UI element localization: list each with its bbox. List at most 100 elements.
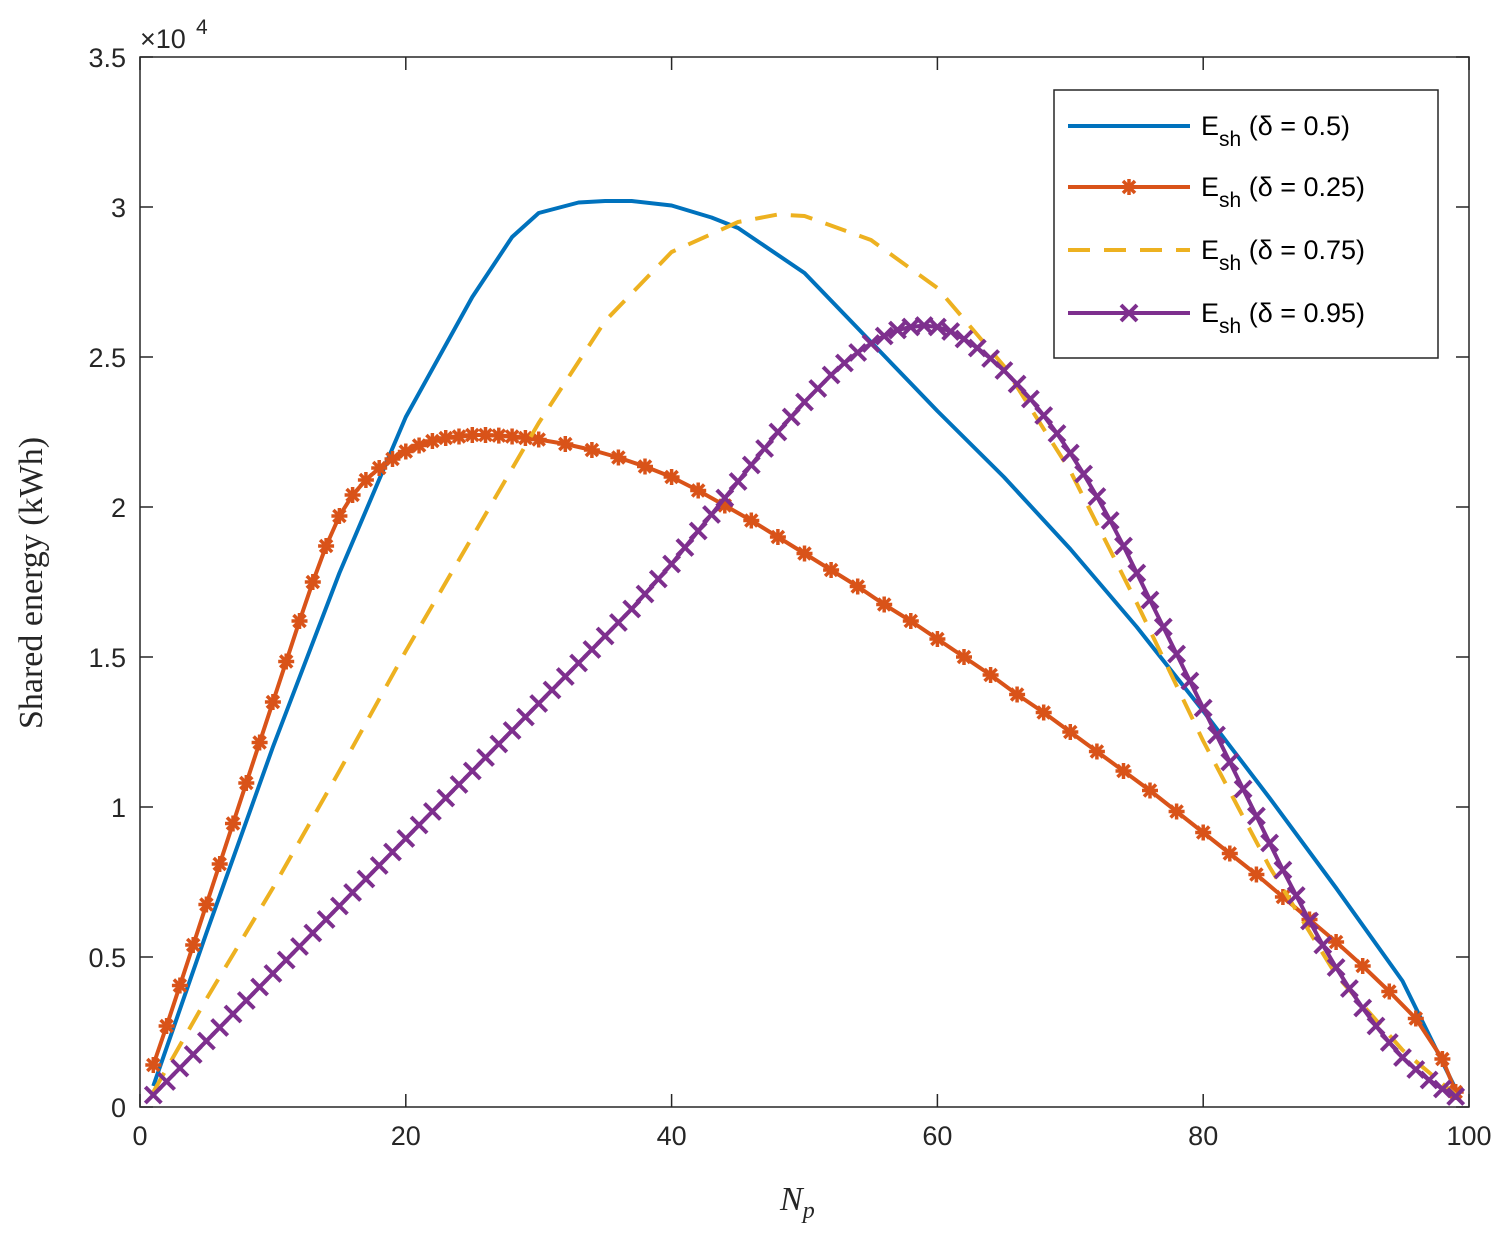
marker-stroke <box>329 896 349 916</box>
marker-stroke <box>358 472 374 488</box>
series-1-point-10 <box>278 653 295 670</box>
series-3-point-12 <box>303 923 323 943</box>
marker-stroke <box>385 451 400 467</box>
marker-stroke <box>874 326 894 346</box>
marker-stroke <box>637 459 653 474</box>
legend-label-rest: (δ = 0.75) <box>1241 235 1365 265</box>
marker-stroke <box>1300 911 1319 931</box>
series-3-point-54 <box>861 334 881 353</box>
series-3-point-87 <box>1300 911 1319 931</box>
legend-label-sub: sh <box>1219 128 1241 151</box>
legend-label-main: E <box>1201 235 1219 265</box>
marker-stroke <box>770 529 786 545</box>
x-axis-title-main: N <box>779 1181 805 1218</box>
marker-stroke <box>715 488 735 508</box>
marker-stroke <box>1116 763 1131 779</box>
marker-stroke <box>371 460 387 476</box>
marker-stroke <box>529 694 549 713</box>
series-3-point-4 <box>196 1031 216 1051</box>
marker-stroke <box>622 599 642 619</box>
series-3-point-90 <box>1339 979 1359 998</box>
series-1-point-19 <box>397 443 414 460</box>
series-1-point-37 <box>743 512 760 529</box>
series-3-point-47 <box>768 422 788 442</box>
marker-stroke <box>1313 935 1333 955</box>
marker-stroke <box>1074 464 1094 484</box>
series-3-point-93 <box>1379 1033 1399 1052</box>
marker-stroke <box>927 317 947 337</box>
y-tick-label-1: 0.5 <box>88 943 126 973</box>
series-3-point-21 <box>422 802 442 821</box>
series-1-point-21 <box>424 433 441 449</box>
series-1-point-29 <box>530 431 547 448</box>
series-3-point-60 <box>941 322 961 341</box>
series-3-point-56 <box>888 320 907 340</box>
series-1-point-12 <box>304 574 321 590</box>
marker-stroke <box>690 483 706 498</box>
x-tick-label-4: 80 <box>1188 1121 1218 1151</box>
series-1-point-6 <box>225 815 241 832</box>
legend-label-rest: (δ = 0.95) <box>1241 298 1365 328</box>
series-3-point-23 <box>449 775 469 794</box>
series-3-point-25 <box>476 748 495 767</box>
marker-stroke <box>159 1018 174 1034</box>
series-3-point-76 <box>1153 617 1173 637</box>
marker-stroke <box>1382 984 1397 999</box>
marker-stroke <box>290 937 309 956</box>
series-3-point-91 <box>1353 998 1373 1018</box>
marker-stroke <box>236 991 256 1010</box>
series-3-point-64 <box>994 361 1014 380</box>
marker-stroke <box>930 631 945 647</box>
marker-stroke <box>263 964 283 983</box>
marker-stroke <box>185 937 201 953</box>
marker-stroke <box>476 748 495 767</box>
series-3-point-29 <box>529 694 549 713</box>
series-1-point-44 <box>929 631 946 647</box>
series-1-point-38 <box>769 529 786 545</box>
series-3-point-14 <box>329 896 349 916</box>
series-3 <box>143 316 1466 1106</box>
marker-stroke <box>411 438 427 453</box>
marker-stroke <box>343 883 363 902</box>
series-1-point-15 <box>344 487 361 503</box>
series-3-point-96 <box>1419 1070 1439 1090</box>
marker-stroke <box>1366 1016 1386 1036</box>
legend-label-main: E <box>1201 111 1219 141</box>
series-3-point-89 <box>1326 958 1346 977</box>
series-1-point-49 <box>1062 724 1079 740</box>
marker-stroke <box>823 562 839 578</box>
marker-stroke <box>170 1058 190 1078</box>
series-3-point-11 <box>290 937 309 956</box>
marker-stroke <box>795 392 814 412</box>
series-3-point-65 <box>1007 374 1027 394</box>
marker-stroke <box>1142 783 1158 798</box>
series-1-point-52 <box>1142 782 1158 799</box>
series-3-point-75 <box>1140 590 1160 610</box>
legend-entry-0: Esh (δ = 0.5) <box>1068 111 1350 151</box>
marker-stroke <box>888 320 907 340</box>
series-3-point-9 <box>263 964 283 983</box>
marker-stroke <box>502 721 522 740</box>
marker-stroke <box>157 1072 177 1091</box>
marker-stroke <box>797 546 812 561</box>
marker-stroke <box>1140 590 1160 610</box>
marker-stroke <box>1393 1048 1412 1067</box>
legend-label-0: Esh (δ = 0.5) <box>1201 111 1350 151</box>
marker-stroke <box>451 429 467 444</box>
marker-stroke <box>662 554 682 574</box>
x-tick-label-3: 60 <box>922 1121 952 1151</box>
series-1-point-16 <box>357 472 374 488</box>
series-1-point-3 <box>185 937 202 953</box>
marker-stroke <box>1169 804 1184 819</box>
marker-stroke <box>1406 1060 1426 1079</box>
series-3-point-6 <box>223 1004 243 1024</box>
x-tick-label-2: 40 <box>657 1121 687 1151</box>
series-3-point-42 <box>702 505 721 524</box>
series-3-point-53 <box>848 343 868 362</box>
series-3-point-30 <box>542 680 562 700</box>
series-3-point-72 <box>1100 511 1120 530</box>
series-3-point-55 <box>874 326 894 346</box>
series-1-point-20 <box>411 437 428 454</box>
series-1-point-18 <box>384 451 401 467</box>
